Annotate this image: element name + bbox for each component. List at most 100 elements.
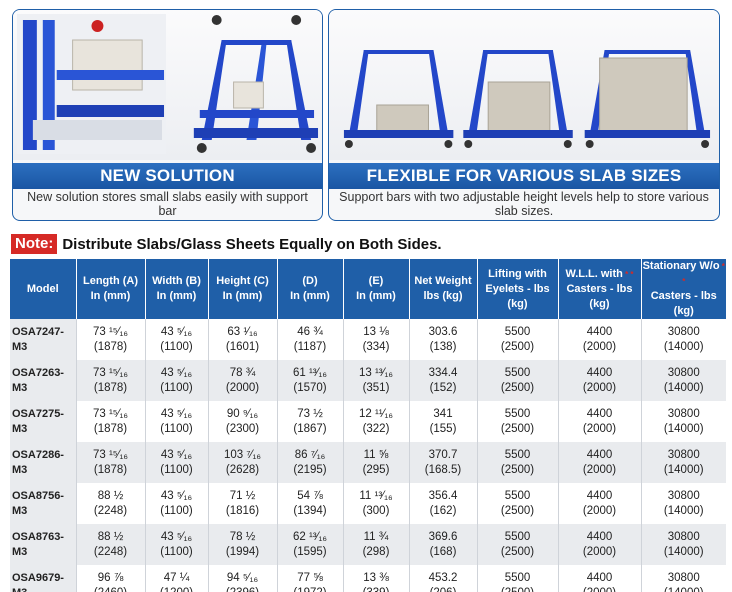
metric-value: (14000) bbox=[663, 463, 704, 476]
spec-cell: 13 ¹³⁄₁₆ (351) bbox=[342, 360, 409, 401]
column-header: Model bbox=[10, 259, 77, 319]
imperial-value: 11 ⅝ bbox=[363, 448, 389, 461]
imperial-value: 5500 bbox=[504, 366, 531, 379]
imperial-value: 90 ⁹⁄₁₆ bbox=[226, 407, 259, 420]
imperial-value: 73 ¹⁵⁄₁₆ bbox=[92, 366, 129, 379]
model-cell: OSA7275-M3 bbox=[10, 401, 76, 442]
metric-value: (168.5) bbox=[424, 463, 462, 476]
imperial-value: 4400 bbox=[586, 325, 613, 338]
metric-value: (1100) bbox=[160, 340, 193, 353]
header-text: In (mm) bbox=[290, 290, 330, 302]
metric-value: (162) bbox=[429, 504, 457, 517]
metric-value: (1100) bbox=[160, 422, 193, 435]
header-text: Width (B) bbox=[152, 275, 201, 287]
header-text: W.L.L. with * * bbox=[565, 267, 634, 280]
imperial-value: 4400 bbox=[586, 571, 613, 584]
imperial-value: 46 ¾ bbox=[297, 325, 323, 338]
spec-cell: 30800 (14000) bbox=[640, 565, 726, 592]
spec-cell: 30800 (14000) bbox=[640, 524, 726, 565]
metric-value: (351) bbox=[362, 381, 390, 394]
metric-value: (14000) bbox=[663, 422, 704, 435]
header-text: In (mm) bbox=[356, 290, 396, 302]
imperial-value: 77 ⅝ bbox=[297, 571, 323, 584]
spec-cell: 5500 (2500) bbox=[476, 524, 558, 565]
spec-cell: 356.4 (162) bbox=[408, 483, 477, 524]
header-text: Lifting with bbox=[488, 267, 547, 280]
metric-value: (14000) bbox=[663, 381, 704, 394]
distribution-note: Note: Distribute Slabs/Glass Sheets Equa… bbox=[11, 234, 442, 254]
imperial-value: 43 ⁵⁄₁₆ bbox=[160, 448, 193, 461]
imperial-value: 43 ⁵⁄₁₆ bbox=[160, 530, 193, 543]
metric-value: (1100) bbox=[160, 463, 193, 476]
imperial-value: 94 ⁵⁄₁₆ bbox=[226, 571, 259, 584]
metric-value: (2000) bbox=[582, 422, 617, 435]
column-header: Stationary W/o * * Casters - lbs (kg) bbox=[641, 259, 726, 319]
flexible-sizes-title: FLEXIBLE FOR VARIOUS SLAB SIZES bbox=[329, 163, 719, 189]
metric-value: (2500) bbox=[500, 381, 535, 394]
metric-value: (206) bbox=[410, 586, 477, 592]
footnote-mark: * * bbox=[622, 269, 634, 279]
metric-value: (1878) bbox=[93, 381, 128, 394]
spec-cell: 103 ⁷⁄₁₆ (2628) bbox=[207, 442, 277, 483]
flexible-sizes-panel: FLEXIBLE FOR VARIOUS SLAB SIZES Support … bbox=[328, 9, 720, 221]
spec-table: Model Length (A) In (mm) Width (B) In (mm) He… bbox=[10, 259, 726, 592]
new-solution-title: NEW SOLUTION bbox=[13, 163, 322, 189]
metric-value: (298) bbox=[362, 545, 390, 558]
imperial-value: 370.7 bbox=[428, 448, 458, 461]
header-text: lbs (kg) bbox=[423, 290, 463, 302]
header-text: Model bbox=[26, 282, 59, 295]
imperial-value: 4400 bbox=[586, 366, 613, 379]
imperial-value: 5500 bbox=[504, 448, 531, 461]
imperial-value: 334.4 bbox=[428, 366, 458, 379]
imperial-value: 13 ⅛ bbox=[363, 325, 389, 338]
spec-cell: 61 ¹³⁄₁₆ (1570) bbox=[276, 360, 343, 401]
spec-cell: 43 ⁵⁄₁₆ (1100) bbox=[144, 360, 208, 401]
metric-value: (2000) bbox=[582, 463, 617, 476]
metric-value: (1570) bbox=[293, 381, 327, 394]
metric-value: (1867) bbox=[293, 422, 327, 435]
imperial-value: 453.2 bbox=[428, 571, 458, 584]
table-body: OSA7247-M3 73 ¹⁵⁄₁₆ (1878) 43 ⁵⁄₁₆ (1100) 63 … bbox=[10, 319, 726, 592]
spec-cell: 43 ⁵⁄₁₆ (1100) bbox=[144, 483, 208, 524]
spec-cell: 73 ¹⁵⁄₁₆ (1878) bbox=[75, 401, 145, 442]
imperial-value: 5500 bbox=[504, 325, 531, 338]
metric-value: (2460) bbox=[77, 586, 145, 592]
spec-cell: 30800 (14000) bbox=[640, 319, 726, 360]
spec-cell: 4400 (2000) bbox=[557, 483, 641, 524]
metric-value: (1878) bbox=[93, 422, 128, 435]
metric-value: (339) bbox=[344, 586, 409, 592]
spec-cell: 4400 (2000) bbox=[557, 319, 641, 360]
imperial-value: 5500 bbox=[504, 530, 531, 543]
table-row: OSA8756-M3 88 ½ (2248) 43 ⁵⁄₁₆ (1100) 71 ½ (18… bbox=[10, 483, 726, 524]
header-text: (D) bbox=[302, 275, 318, 287]
spec-cell: 43 ⁵⁄₁₆ (1100) bbox=[144, 401, 208, 442]
spec-cell: 4400 (2000) bbox=[557, 360, 641, 401]
spec-cell: 86 ⁷⁄₁₆ (2195) bbox=[276, 442, 343, 483]
spec-cell: 5500 (2500) bbox=[476, 483, 558, 524]
metric-value: (2000) bbox=[582, 381, 617, 394]
header-text: Length (A) bbox=[83, 275, 138, 287]
metric-value: (1394) bbox=[293, 504, 327, 517]
imperial-value: 63 ¹⁄₁₆ bbox=[227, 325, 258, 338]
new-solution-panel: NEW SOLUTION New solution stores small s… bbox=[12, 9, 323, 221]
flexible-sizes-image bbox=[329, 10, 719, 160]
spec-cell: 4400 (2000) bbox=[557, 524, 641, 565]
spec-cell: 341 (155) bbox=[408, 401, 477, 442]
metric-value: (1816) bbox=[225, 504, 260, 517]
imperial-value: 4400 bbox=[586, 407, 613, 420]
imperial-value: 13 ¹³⁄₁₆ bbox=[358, 366, 394, 379]
metric-value: (2628) bbox=[225, 463, 260, 476]
imperial-value: 43 ⁵⁄₁₆ bbox=[160, 489, 193, 502]
model-cell: OSA9679-M3 bbox=[10, 565, 76, 592]
metric-value: (155) bbox=[429, 422, 457, 435]
imperial-value: 30800 bbox=[667, 448, 700, 461]
spec-cell: 78 ¾ (2000) bbox=[207, 360, 277, 401]
imperial-value: 13 ⅜ bbox=[363, 571, 389, 584]
spec-cell: 370.7 (168.5) bbox=[408, 442, 477, 483]
table-row: OSA7247-M3 73 ¹⁵⁄₁₆ (1878) 43 ⁵⁄₁₆ (1100) 63 … bbox=[10, 319, 726, 360]
imperial-value: 5500 bbox=[504, 407, 531, 420]
column-header: Lifting with Eyelets - lbs (kg) bbox=[477, 259, 559, 319]
spec-cell: 13 ⅜ (339) bbox=[342, 565, 409, 592]
imperial-value: 61 ¹³⁄₁₆ bbox=[292, 366, 328, 379]
imperial-value: 30800 bbox=[667, 325, 700, 338]
